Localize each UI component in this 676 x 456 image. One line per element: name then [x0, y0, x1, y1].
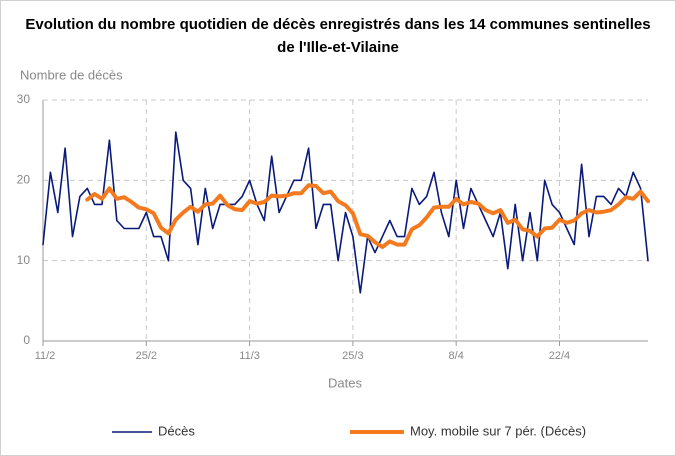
x-tick-label: 8/4 — [449, 350, 464, 362]
y-tick-label: 30 — [17, 92, 31, 106]
y-tick-label: 0 — [23, 333, 30, 347]
series-line — [42, 131, 649, 294]
legend-label: Décès — [158, 423, 195, 438]
y-tick-label: 10 — [17, 253, 31, 267]
x-tick-label: 22/4 — [549, 350, 570, 362]
x-tick-label: 11/2 — [35, 350, 56, 362]
chart-title: Evolution du nombre quotidien de décès e… — [25, 16, 650, 33]
series-line — [85, 183, 650, 249]
legend-label: Moy. mobile sur 7 pér. (Décès) — [410, 423, 586, 438]
x-tick-label: 25/2 — [136, 350, 157, 362]
y-tick-label: 20 — [17, 173, 31, 187]
y-axis-label: Nombre de décès — [20, 67, 123, 82]
x-tick-label: 25/3 — [342, 350, 363, 362]
x-tick-label: 11/3 — [239, 350, 260, 362]
chart-title: de l'Ille-et-Vilaine — [277, 39, 399, 56]
x-axis-label: Dates — [328, 375, 362, 390]
